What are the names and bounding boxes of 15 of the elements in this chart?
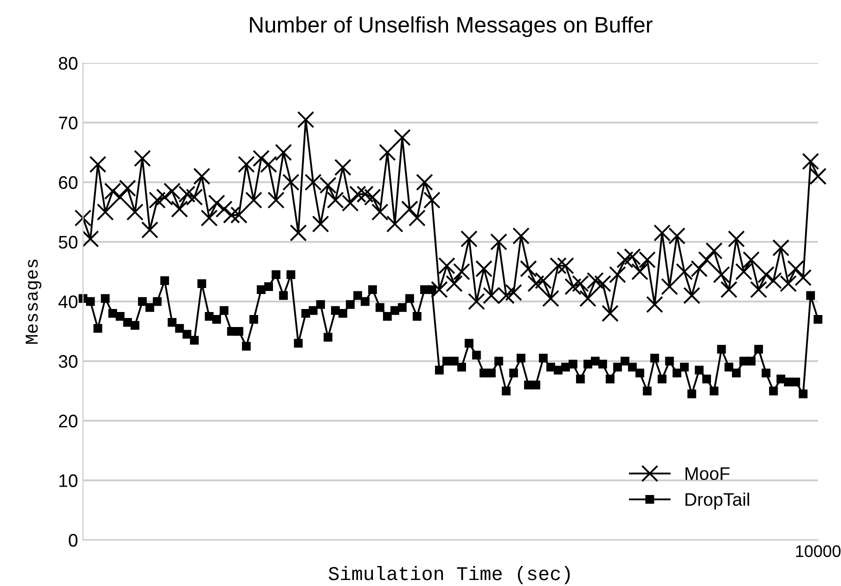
y-tick-label: 40 bbox=[58, 295, 78, 308]
y-tick-label: 20 bbox=[58, 414, 78, 428]
y-tick-label: 0 bbox=[68, 534, 78, 547]
y-axis-title: Messages bbox=[26, 260, 42, 344]
chart-title: Number of Unselfish Messages on Buffer bbox=[250, 16, 653, 38]
y-tick-label: 80 bbox=[58, 56, 78, 70]
y-tick-label: 70 bbox=[58, 116, 78, 130]
y-tick-label: 30 bbox=[58, 355, 78, 368]
legend-label: MooF bbox=[686, 467, 730, 480]
x-axis-title: Simulation Time (sec) bbox=[328, 566, 570, 584]
y-tick-label: 50 bbox=[58, 236, 78, 249]
y-tick-label: 10 bbox=[59, 474, 78, 488]
x-tick-label: 10000 bbox=[796, 545, 841, 558]
legend-label: DropTail bbox=[686, 492, 750, 510]
y-tick-label: 60 bbox=[58, 176, 78, 189]
